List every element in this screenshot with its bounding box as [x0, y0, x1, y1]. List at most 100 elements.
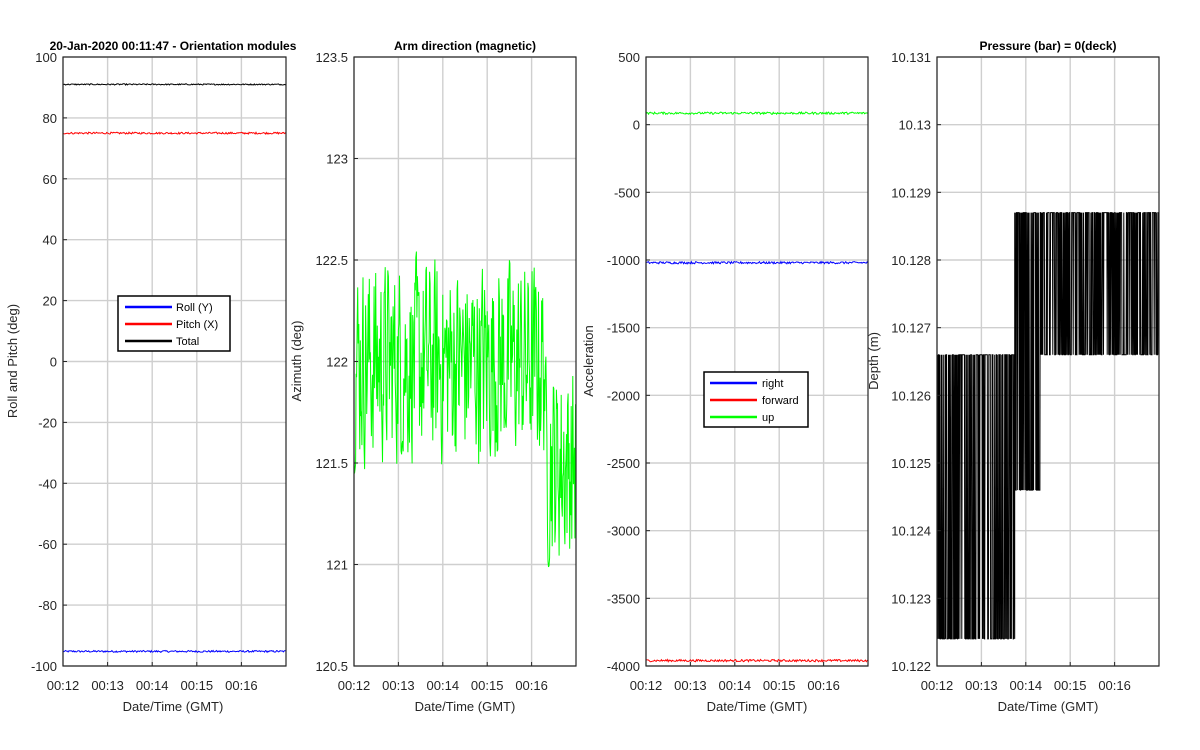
y-tick-label: -2000 — [607, 388, 640, 403]
y-tick-label: 0 — [633, 118, 640, 133]
y-tick-label: -1500 — [607, 321, 640, 336]
y-ticks: -4000 -3500 -3000 -2500 -2000 -1500 -1000 -500 0… — [607, 50, 650, 674]
series-group — [645, 111, 869, 663]
y-tick-label: 60 — [43, 172, 57, 187]
grid — [645, 56, 868, 667]
y-axis-label: Azimuth (deg) — [289, 321, 304, 402]
y-tick-label: -1000 — [607, 253, 640, 268]
y-tick-label: -20 — [38, 415, 57, 430]
chart-title: Arm direction (magnetic) — [394, 39, 536, 53]
x-tick-label: 00:12 — [47, 678, 80, 693]
y-tick-label: -40 — [38, 476, 57, 491]
x-axis-label: Date/Time (GMT) — [415, 699, 516, 714]
legend-label-up: up — [762, 412, 774, 424]
x-tick-label: 00:15 — [181, 678, 214, 693]
y-tick-label: 100 — [35, 50, 57, 65]
series-line-0 — [645, 260, 869, 265]
series-line-0 — [353, 251, 577, 568]
series-line-1 — [645, 658, 869, 663]
x-tick-label: 00:15 — [471, 678, 504, 693]
x-axis-label: Date/Time (GMT) — [707, 699, 808, 714]
y-ticks: 10.122 10.123 10.124 10.125 10.126 10.127 10.1… — [891, 50, 941, 674]
axes-frame — [62, 56, 287, 667]
y-tick-label: 10.129 — [891, 185, 931, 200]
series-group — [936, 212, 1160, 640]
y-tick-label: -2500 — [607, 456, 640, 471]
x-tick-label: 00:13 — [91, 678, 124, 693]
x-ticks: 00:12 00:13 00:14 00:15 00:16 — [47, 662, 258, 693]
x-ticks: 00:12 00:13 00:14 00:15 00:16 — [630, 662, 840, 693]
y-tick-label: 40 — [43, 233, 57, 248]
legend-label-right: right — [762, 378, 783, 390]
x-tick-label: 00:16 — [1098, 678, 1131, 693]
y-ticks: 120.5 121 121.5 122 122.5 123 123.5 — [315, 50, 358, 674]
legend-label-roll: Roll (Y) — [176, 302, 213, 314]
y-axis-label: Depth (m) — [866, 332, 881, 390]
y-tick-label: 10.131 — [891, 50, 931, 65]
x-tick-label: 00:12 — [630, 678, 663, 693]
y-tick-label: 123 — [326, 152, 348, 167]
y-tick-label: -60 — [38, 537, 57, 552]
y-axis-label: Acceleration — [581, 325, 596, 397]
series-line-0 — [62, 649, 287, 654]
legend: right forward up — [703, 371, 809, 428]
x-ticks: 00:12 00:13 00:14 00:15 00:16 — [338, 662, 548, 693]
x-tick-label: 00:14 — [719, 678, 752, 693]
chart-title: Pressure (bar) = 0(deck) — [979, 39, 1116, 53]
grid — [62, 56, 286, 667]
y-tick-label: -3500 — [607, 591, 640, 606]
series-group — [62, 82, 287, 654]
x-tick-label: 00:16 — [225, 678, 258, 693]
axes-frame — [936, 56, 1160, 667]
y-tick-label: 500 — [618, 50, 640, 65]
x-tick-label: 00:13 — [965, 678, 998, 693]
series-line-0 — [936, 212, 1160, 640]
legend: Roll (Y) Pitch (X) Total — [117, 295, 231, 352]
y-tick-label: -4000 — [607, 659, 640, 674]
legend-label-total: Total — [176, 336, 199, 348]
x-tick-label: 00:12 — [921, 678, 954, 693]
y-tick-label: 10.127 — [891, 321, 931, 336]
y-tick-label: 10.123 — [891, 591, 931, 606]
legend-label-pitch: Pitch (X) — [176, 319, 218, 331]
y-tick-label: -3000 — [607, 524, 640, 539]
y-tick-label: 10.125 — [891, 456, 931, 471]
axes-frame — [353, 56, 577, 667]
y-tick-label: 120.5 — [315, 659, 348, 674]
x-tick-label: 00:15 — [763, 678, 796, 693]
series-line-2 — [62, 82, 287, 86]
x-tick-label: 00:16 — [807, 678, 840, 693]
legend-label-forward: forward — [762, 395, 799, 407]
y-tick-label: 10.122 — [891, 659, 931, 674]
x-tick-label: 00:14 — [1010, 678, 1043, 693]
x-tick-label: 00:14 — [136, 678, 169, 693]
series-line-2 — [645, 111, 869, 116]
x-tick-label: 00:12 — [338, 678, 371, 693]
x-tick-label: 00:14 — [427, 678, 460, 693]
y-tick-label: 10.128 — [891, 253, 931, 268]
y-tick-label: 10.124 — [891, 524, 931, 539]
x-axis-label: Date/Time (GMT) — [123, 699, 224, 714]
chart-title: 20-Jan-2020 00:11:47 - Orientation modul… — [50, 39, 297, 53]
y-tick-label: 123.5 — [315, 50, 348, 65]
panel-arm-direction: Arm direction (magnetic) 120.5121121.512… — [289, 39, 577, 714]
y-tick-label: 20 — [43, 294, 57, 309]
panel-pressure: Pressure (bar) = 0(deck) 10.12210.12310.… — [866, 39, 1160, 714]
series-line-1 — [62, 131, 287, 135]
y-axis-label: Roll and Pitch (deg) — [5, 304, 20, 418]
y-tick-label: 122.5 — [315, 253, 348, 268]
y-tick-label: 10.13 — [898, 118, 931, 133]
y-ticks: -100 -80 -60 -40 -20 0 20 40 60 80 100 — [31, 50, 67, 674]
x-tick-label: 00:16 — [515, 678, 548, 693]
panel-orientation: 20-Jan-2020 00:11:47 - Orientation modul… — [5, 39, 297, 714]
y-tick-label: 0 — [50, 355, 57, 370]
y-tick-label: 10.126 — [891, 388, 931, 403]
y-tick-label: 121.5 — [315, 456, 348, 471]
y-tick-label: -100 — [31, 659, 57, 674]
y-tick-label: -500 — [614, 185, 640, 200]
y-tick-label: 122 — [326, 355, 348, 370]
x-tick-label: 00:13 — [674, 678, 707, 693]
x-tick-label: 00:15 — [1054, 678, 1087, 693]
y-tick-label: 80 — [43, 111, 57, 126]
